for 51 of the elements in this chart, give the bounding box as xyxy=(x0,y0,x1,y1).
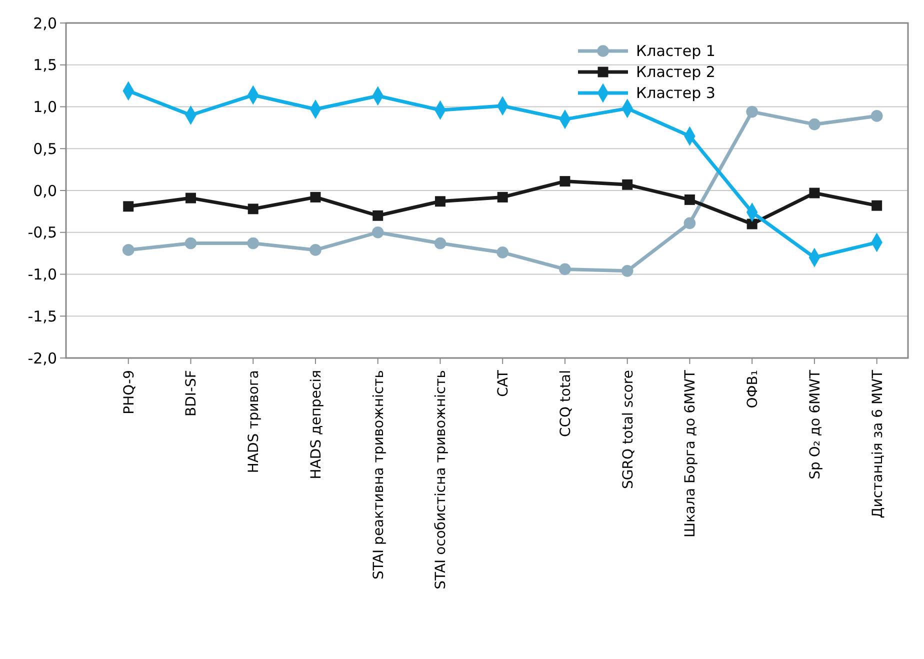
x-tick-label: ОФВ₁ xyxy=(745,370,762,408)
point xyxy=(872,200,882,211)
y-tick-label: 1,5 xyxy=(33,56,57,74)
y-tick-label: -0,5 xyxy=(28,224,57,242)
point xyxy=(496,246,509,258)
point xyxy=(372,210,384,221)
x-tick-label: BDI-SF xyxy=(184,370,200,417)
point xyxy=(559,263,571,276)
legend-label: Кластер 2 xyxy=(636,63,716,81)
legend-label: Кластер 3 xyxy=(636,84,716,102)
point xyxy=(622,179,633,190)
point xyxy=(434,196,446,207)
y-tick-label: 0,5 xyxy=(33,140,57,158)
point xyxy=(560,176,570,187)
point xyxy=(497,192,508,202)
x-tick-label: Sp O₂ до 6MWT xyxy=(807,370,824,480)
y-tick-label: -1,0 xyxy=(28,266,57,284)
x-tick-label: HADS тривога xyxy=(246,370,262,474)
point xyxy=(248,204,258,214)
legend-label: Кластер 1 xyxy=(636,42,716,60)
point xyxy=(372,226,384,238)
point xyxy=(684,194,695,205)
x-tick-label: Шкала Борга до 6MWT xyxy=(682,370,699,538)
point xyxy=(184,237,197,250)
x-tick-label: SGRQ total score xyxy=(620,370,636,490)
x-tick-label: Дистанція за 6 MWT xyxy=(870,370,886,518)
x-tick-label: CAT xyxy=(496,370,512,397)
y-tick-label: 2,0 xyxy=(33,14,57,32)
point xyxy=(185,192,196,204)
y-tick-label: -1,5 xyxy=(28,307,57,326)
point xyxy=(310,244,322,256)
x-tick-label: PHQ-9 xyxy=(121,370,138,414)
x-tick-label: CCQ total xyxy=(558,370,574,438)
point xyxy=(310,192,321,202)
point xyxy=(247,237,260,250)
x-tick-label: STAI особистісна тривожність xyxy=(433,370,450,590)
point xyxy=(684,217,696,230)
point xyxy=(808,118,820,130)
y-tick-label: 0,0 xyxy=(33,182,57,200)
x-tick-label: HADS депресія xyxy=(308,370,324,480)
point xyxy=(123,201,134,212)
point xyxy=(809,188,820,198)
point xyxy=(434,237,446,250)
x-tick-label: STAI реактивна тривожність xyxy=(370,370,387,580)
point xyxy=(746,218,758,230)
y-tick-label: 1,0 xyxy=(33,98,57,116)
point xyxy=(122,244,134,256)
point xyxy=(870,110,883,122)
y-tick-label: -2,0 xyxy=(28,349,57,368)
point xyxy=(621,264,634,277)
point xyxy=(746,106,758,118)
